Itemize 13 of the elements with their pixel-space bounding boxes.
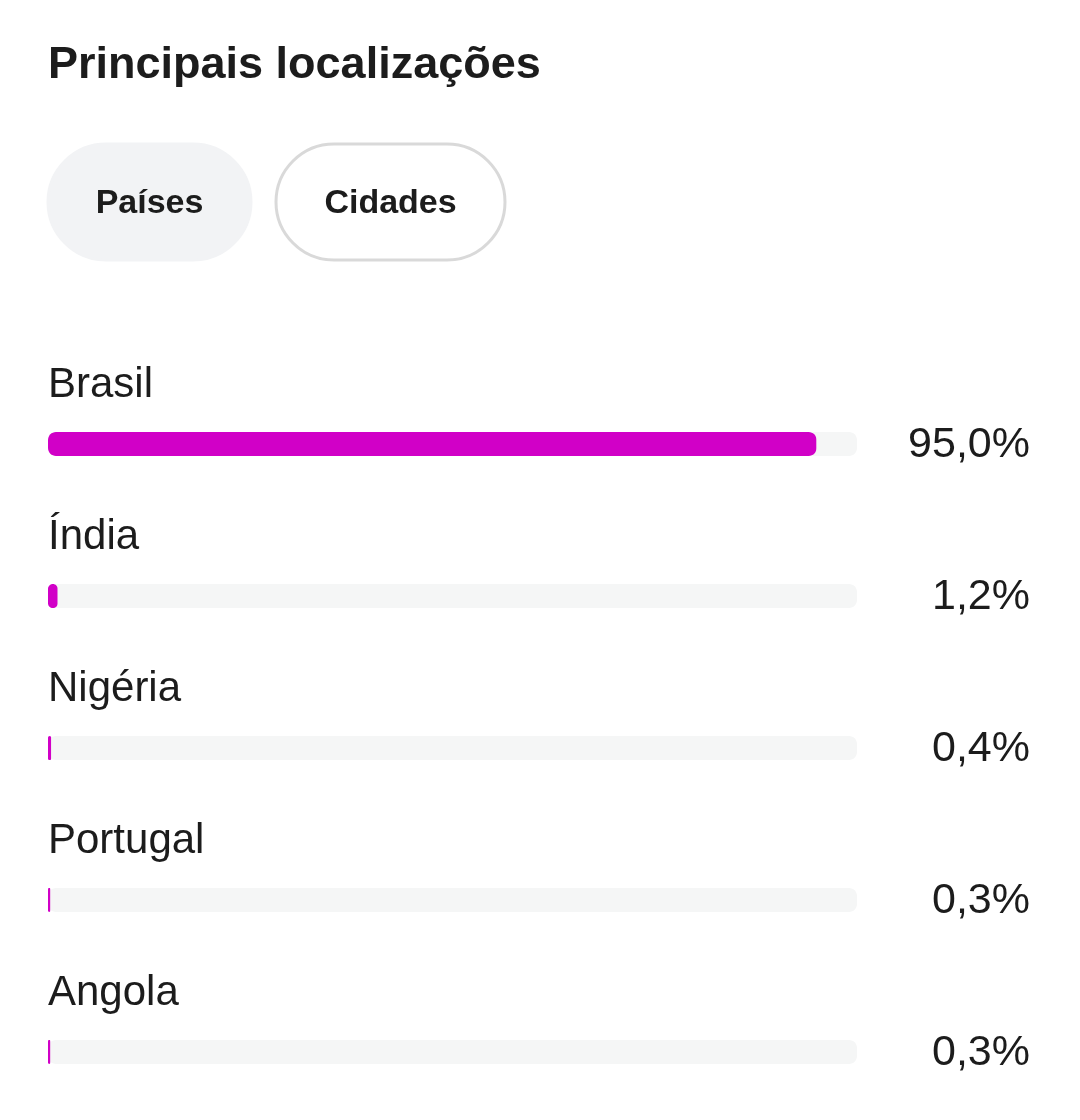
y-tick-label: Angola xyxy=(48,967,180,1014)
data-label: 0,3% xyxy=(931,874,1030,922)
data-label: 95,0% xyxy=(908,418,1030,466)
y-tick-label: Brasil xyxy=(48,359,154,406)
y-tick-label: Nigéria xyxy=(48,663,182,710)
y-tick-label: Portugal xyxy=(48,815,205,862)
text: Cidades xyxy=(324,182,457,220)
data-label: 0,4% xyxy=(931,722,1030,770)
y-tick-label: Índia xyxy=(48,511,140,558)
chart-title: Principais localizações xyxy=(48,37,541,88)
text: Países xyxy=(95,182,204,220)
data-label: 1,2% xyxy=(931,570,1030,618)
data-label: 0,3% xyxy=(931,1026,1030,1074)
